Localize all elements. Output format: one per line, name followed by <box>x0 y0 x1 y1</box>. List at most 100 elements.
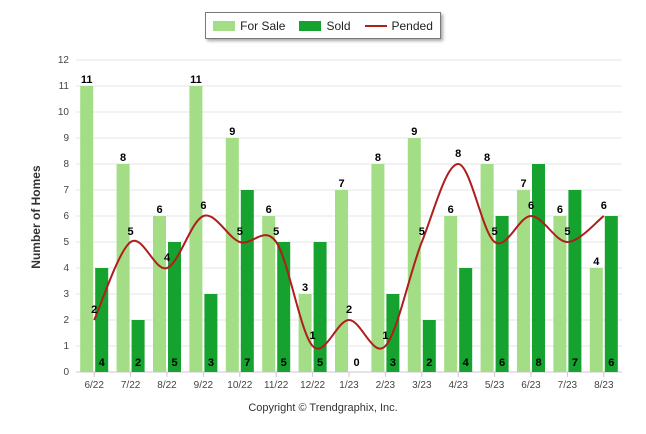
data-label-sold: 3 <box>208 357 214 369</box>
chart-legend: For Sale Sold Pended <box>205 12 441 39</box>
data-label-pended: 5 <box>419 226 425 238</box>
data-label-sold: 2 <box>426 357 432 369</box>
data-label-for-sale: 6 <box>266 204 272 216</box>
copyright-footer: Copyright © Trendgraphix, Inc. <box>248 402 398 414</box>
bar-sold <box>495 216 509 372</box>
data-label-pended: 1 <box>382 330 388 342</box>
y-tick-label: 3 <box>63 289 69 300</box>
x-tick-label: 1/23 <box>339 380 359 391</box>
data-label-for-sale: 6 <box>557 204 563 216</box>
data-label-sold: 7 <box>572 357 578 369</box>
bar-for-sale <box>189 86 203 372</box>
bar-sold <box>277 242 291 372</box>
bar-for-sale <box>80 86 94 372</box>
data-label-sold: 6 <box>608 357 614 369</box>
bar-for-sale <box>116 164 130 372</box>
data-label-for-sale: 8 <box>375 152 381 164</box>
data-label-for-sale: 9 <box>411 126 417 138</box>
legend-label-for-sale: For Sale <box>240 18 286 33</box>
data-label-for-sale: 8 <box>484 152 490 164</box>
data-label-pended: 5 <box>273 226 279 238</box>
bar-for-sale <box>262 216 276 372</box>
y-tick-label: 10 <box>58 107 70 118</box>
bar-sold <box>168 242 181 372</box>
legend-item-pended[interactable]: Pended <box>364 18 433 33</box>
y-tick-label: 5 <box>63 237 69 248</box>
data-label-sold: 2 <box>135 357 141 369</box>
y-tick-label: 4 <box>63 263 69 274</box>
bar-sold <box>459 268 473 372</box>
legend-label-sold: Sold <box>326 18 351 33</box>
x-tick-label: 6/22 <box>84 380 104 391</box>
data-label-for-sale: 11 <box>190 74 202 86</box>
bar-for-sale <box>371 164 385 372</box>
data-label-for-sale: 8 <box>120 152 126 164</box>
data-label-for-sale: 6 <box>156 204 162 216</box>
bar-sold <box>532 164 545 372</box>
data-label-pended: 6 <box>601 200 607 212</box>
bar-for-sale <box>517 190 530 372</box>
data-label-pended: 2 <box>91 304 97 316</box>
data-label-pended: 5 <box>128 226 134 238</box>
data-label-pended: 2 <box>346 304 352 316</box>
data-label-pended: 5 <box>564 226 570 238</box>
legend-swatch-sold <box>299 20 322 31</box>
data-label-for-sale: 7 <box>520 178 526 190</box>
x-tick-label: 2/23 <box>376 380 396 391</box>
x-tick-label: 7/22 <box>121 380 141 391</box>
x-tick-label: 10/22 <box>227 380 252 391</box>
bar-sold <box>240 190 254 372</box>
y-tick-label: 9 <box>63 133 69 144</box>
data-label-sold: 4 <box>463 357 470 369</box>
data-label-pended: 8 <box>455 148 461 160</box>
y-axis-label: Number of Homes <box>29 165 43 269</box>
bar-for-sale <box>153 216 166 372</box>
data-label-sold: 6 <box>499 357 505 369</box>
bar-for-sale <box>444 216 458 372</box>
data-label-pended: 6 <box>528 200 534 212</box>
legend-swatch-for-sale <box>213 20 236 31</box>
bar-for-sale <box>335 190 348 372</box>
y-tick-label: 1 <box>63 341 69 352</box>
x-tick-label: 12/22 <box>300 380 325 391</box>
data-label-for-sale: 6 <box>448 204 454 216</box>
data-label-pended: 5 <box>237 226 243 238</box>
y-tick-label: 8 <box>63 159 69 170</box>
legend-label-pended: Pended <box>391 18 433 33</box>
x-tick-label: 6/23 <box>521 380 541 391</box>
data-label-for-sale: 4 <box>593 256 600 268</box>
y-tick-label: 6 <box>63 211 69 222</box>
y-tick-label: 11 <box>59 81 70 92</box>
bar-for-sale <box>480 164 494 372</box>
data-label-sold: 7 <box>244 357 250 369</box>
data-label-for-sale: 3 <box>302 282 308 294</box>
data-label-sold: 5 <box>281 357 287 369</box>
data-label-sold: 5 <box>171 357 177 369</box>
data-label-pended: 6 <box>200 200 206 212</box>
x-tick-label: 9/22 <box>194 380 214 391</box>
y-tick-label: 0 <box>63 367 69 378</box>
data-label-sold: 4 <box>99 357 106 369</box>
bar-sold <box>422 320 436 372</box>
bar-for-sale <box>225 138 239 372</box>
data-label-for-sale: 7 <box>338 178 344 190</box>
x-tick-label: 5/23 <box>485 380 505 391</box>
legend-swatch-pended <box>364 24 387 27</box>
bar-sold <box>204 294 218 372</box>
data-label-sold: 8 <box>535 357 541 369</box>
data-label-pended: 1 <box>310 330 316 342</box>
line-pended <box>93 162 605 350</box>
bar-for-sale <box>589 268 603 372</box>
legend-item-sold[interactable]: Sold <box>299 18 351 33</box>
x-tick-label: 11/22 <box>264 380 289 391</box>
x-tick-label: 7/23 <box>558 380 578 391</box>
data-label-sold: 5 <box>317 357 323 369</box>
data-label-pended: 4 <box>164 252 171 264</box>
y-tick-label: 12 <box>58 55 70 66</box>
x-tick-label: 4/23 <box>448 380 468 391</box>
bar-for-sale <box>407 138 421 372</box>
legend-item-for-sale[interactable]: For Sale <box>213 19 285 33</box>
bar-for-sale <box>553 216 567 372</box>
data-label-sold: 3 <box>390 357 396 369</box>
